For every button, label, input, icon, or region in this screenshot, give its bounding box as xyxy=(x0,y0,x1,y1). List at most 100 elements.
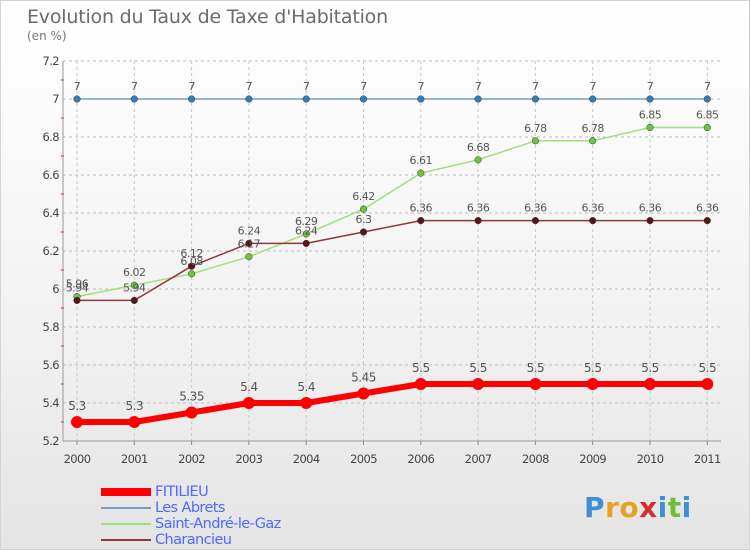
data-point-charancieu xyxy=(531,217,539,225)
data-label-saint-andre-le-gaz: 5.96 xyxy=(66,278,89,291)
data-label-saint-andre-le-gaz: 6.85 xyxy=(639,109,662,122)
data-point-saint-andre-le-gaz xyxy=(130,281,138,289)
data-label-saint-andre-le-gaz: 6.78 xyxy=(581,122,604,135)
data-label-charancieu: 6.36 xyxy=(696,202,719,215)
y-tick-label: 7.2 xyxy=(43,54,60,68)
x-tick-label: 2006 xyxy=(407,452,434,466)
legend-swatch xyxy=(101,523,151,525)
data-point-fitilieu xyxy=(71,416,83,428)
data-label-les-abrets: 7 xyxy=(704,80,711,93)
y-tick-label: 5.8 xyxy=(43,320,60,334)
data-point-les-abrets xyxy=(245,95,253,103)
data-label-saint-andre-le-gaz: 6.85 xyxy=(696,109,719,122)
data-label-saint-andre-le-gaz: 6.08 xyxy=(180,255,203,268)
data-label-charancieu: 6.12 xyxy=(180,247,203,260)
data-point-fitilieu xyxy=(242,397,255,409)
data-point-les-abrets xyxy=(130,95,138,103)
data-label-charancieu: 5.94 xyxy=(123,281,146,294)
series-line-fitilieu xyxy=(74,381,711,425)
data-label-charancieu: 6.24 xyxy=(295,224,318,237)
data-point-les-abrets xyxy=(589,95,597,103)
x-tick-label: 2003 xyxy=(235,452,262,466)
data-point-les-abrets xyxy=(474,95,482,103)
y-tick-label: 6.2 xyxy=(43,244,60,258)
data-label-les-abrets: 7 xyxy=(418,80,425,93)
data-point-fitilieu xyxy=(357,387,370,400)
y-tick-label: 6 xyxy=(52,282,59,296)
data-label-fitilieu: 5.35 xyxy=(179,390,204,404)
data-label-charancieu: 6.36 xyxy=(639,202,662,215)
data-point-fitilieu xyxy=(644,378,656,390)
data-label-charancieu: 6.36 xyxy=(581,202,604,215)
data-point-fitilieu xyxy=(701,378,714,390)
data-label-fitilieu: 5.3 xyxy=(126,399,144,413)
data-point-les-abrets xyxy=(646,95,654,103)
data-point-les-abrets xyxy=(188,95,196,103)
data-point-charancieu xyxy=(646,217,654,225)
data-label-les-abrets: 7 xyxy=(188,80,195,93)
data-label-les-abrets: 7 xyxy=(246,80,253,93)
data-point-saint-andre-le-gaz xyxy=(417,169,425,177)
chart-unit-label: (en %) xyxy=(27,29,67,43)
data-point-charancieu xyxy=(188,262,196,270)
x-tick-label: 2010 xyxy=(637,452,664,466)
data-label-saint-andre-le-gaz: 6.42 xyxy=(352,190,375,203)
data-point-fitilieu xyxy=(128,416,141,428)
y-tick-label: 6.4 xyxy=(43,206,60,220)
data-label-les-abrets: 7 xyxy=(647,80,654,93)
data-point-fitilieu xyxy=(586,378,599,390)
logo-letter: t xyxy=(667,491,682,524)
data-label-fitilieu: 5.5 xyxy=(469,361,487,375)
data-label-charancieu: 5.94 xyxy=(66,281,89,294)
data-label-fitilieu: 5.3 xyxy=(68,399,86,413)
series-line-charancieu xyxy=(76,219,709,302)
data-label-fitilieu: 5.4 xyxy=(297,380,315,394)
logo-letter: i xyxy=(681,491,692,524)
proxiti-logo: Proxiti xyxy=(584,491,692,524)
data-point-charancieu xyxy=(703,217,711,225)
data-point-charancieu xyxy=(417,217,425,225)
data-label-fitilieu: 5.45 xyxy=(351,371,376,385)
x-tick-label: 2000 xyxy=(64,452,91,466)
data-label-fitilieu: 5.5 xyxy=(699,361,717,375)
data-point-saint-andre-le-gaz xyxy=(188,270,196,278)
data-point-les-abrets xyxy=(703,95,711,103)
data-label-charancieu: 6.36 xyxy=(524,202,547,215)
x-tick-label: 2002 xyxy=(178,452,205,466)
axis-layer: 5.2 5.4 5.6 5.8 6 6.2 6.4 6.6 6.8 7 7.2 2000 2001 200… xyxy=(43,54,722,466)
data-label-charancieu: 6.36 xyxy=(410,202,433,215)
x-tick-label: 2004 xyxy=(293,452,320,466)
data-point-saint-andre-le-gaz xyxy=(302,230,310,238)
x-tick-label: 2009 xyxy=(579,452,606,466)
legend-label: FITILIEU xyxy=(155,484,209,500)
data-point-fitilieu xyxy=(185,406,198,419)
y-tick-label: 7 xyxy=(52,92,59,106)
data-point-saint-andre-le-gaz xyxy=(703,123,711,132)
data-label-les-abrets: 7 xyxy=(131,80,138,93)
data-point-fitilieu xyxy=(472,378,485,390)
data-point-les-abrets xyxy=(73,95,81,103)
x-tick-label: 2011 xyxy=(694,452,721,466)
data-point-charancieu xyxy=(359,228,368,236)
data-label-fitilieu: 5.5 xyxy=(527,361,545,375)
x-tick-label: 2005 xyxy=(350,452,377,466)
logo-letter: r xyxy=(605,491,620,524)
data-label-charancieu: 6.36 xyxy=(467,202,490,215)
data-point-charancieu xyxy=(302,239,310,247)
data-label-saint-andre-le-gaz: 6.02 xyxy=(123,266,146,279)
data-label-charancieu: 6.24 xyxy=(238,224,261,237)
data-label-saint-andre-le-gaz: 6.17 xyxy=(238,238,261,251)
legend-label: Saint-André-le-Gaz xyxy=(155,516,281,532)
logo-letter: o xyxy=(619,491,640,524)
data-point-charancieu xyxy=(245,239,253,247)
data-point-saint-andre-le-gaz xyxy=(359,205,368,213)
data-label-saint-andre-le-gaz: 6.61 xyxy=(410,154,433,167)
data-point-fitilieu xyxy=(300,397,313,409)
logo-letter: i xyxy=(657,491,668,524)
data-label-les-abrets: 7 xyxy=(303,80,310,93)
legend-swatch xyxy=(101,507,151,509)
chart-title: Evolution du Taux de Taxe d'Habitation xyxy=(27,6,388,28)
logo-letter: x xyxy=(639,491,658,524)
data-point-charancieu xyxy=(474,217,482,225)
